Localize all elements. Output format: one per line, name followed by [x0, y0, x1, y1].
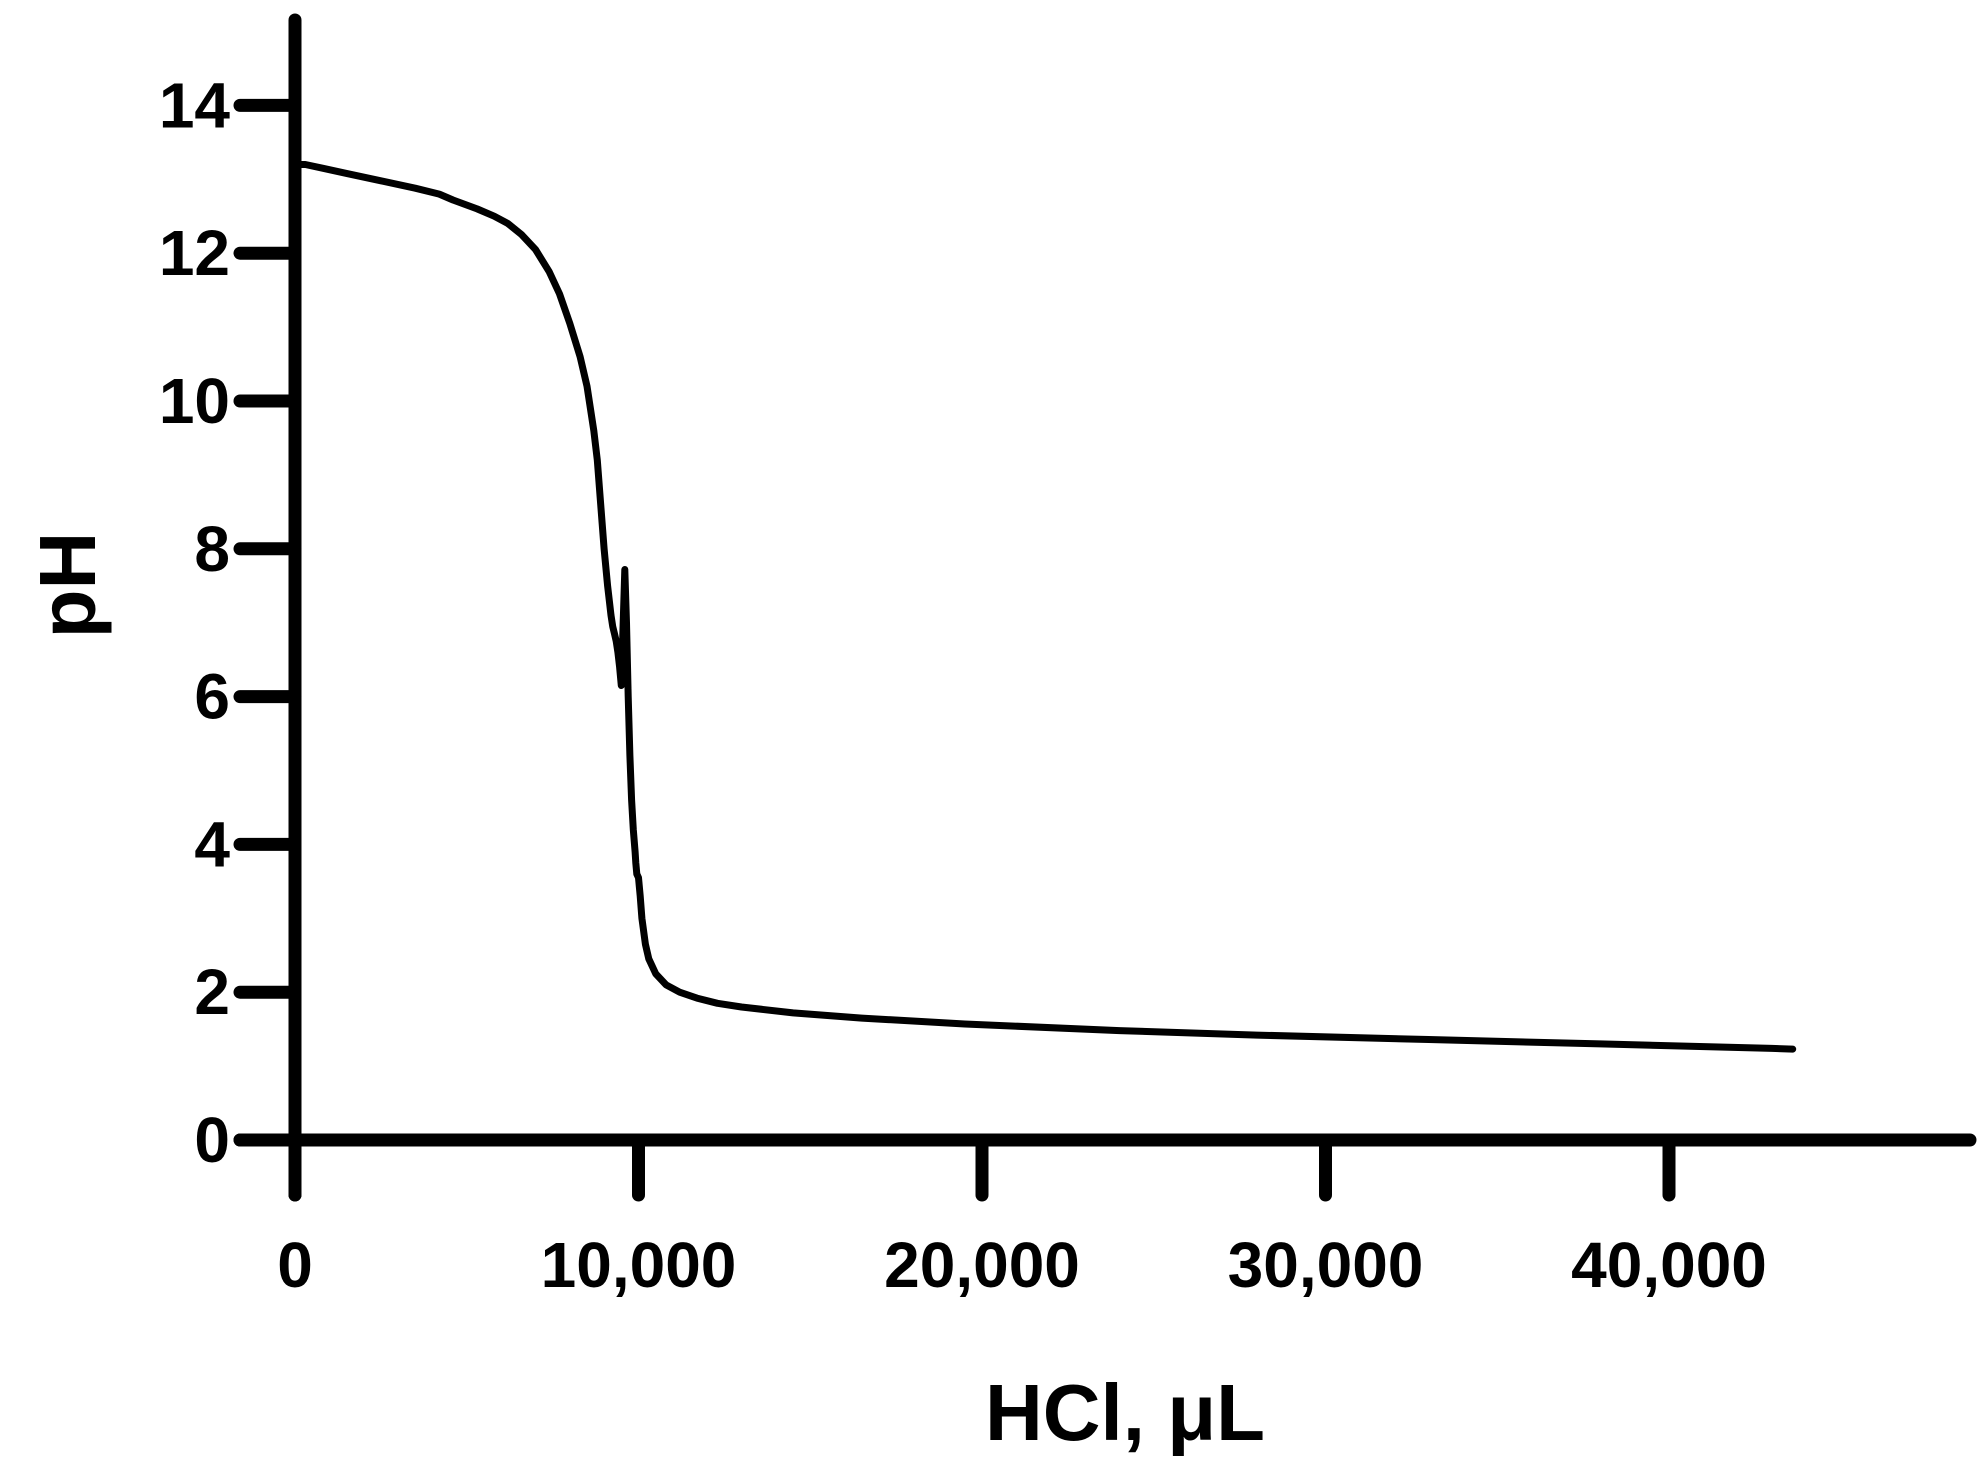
- y-tick-label: 8: [194, 513, 230, 585]
- axes: [233, 13, 1977, 1202]
- x-tick-label: 20,000: [884, 1229, 1080, 1301]
- x-axis-title: HCl, μL: [985, 1368, 1265, 1457]
- x-ticks: [288, 1133, 1676, 1202]
- x-tick-label: 0: [277, 1229, 313, 1301]
- x-tick-label: 10,000: [541, 1229, 737, 1301]
- x-tick-labels: 0 10,000 20,000 30,000 40,000: [277, 1229, 1767, 1301]
- x-tick-label: 30,000: [1228, 1229, 1424, 1301]
- y-axis-title: pH: [23, 532, 112, 639]
- y-tick-label: 14: [159, 69, 231, 141]
- y-tick-label: 4: [194, 808, 230, 880]
- series-group: [291, 161, 1797, 1053]
- series-line-0: [291, 161, 1797, 1053]
- y-tick-label: 2: [194, 956, 230, 1028]
- x-tick-label: 40,000: [1571, 1229, 1767, 1301]
- y-tick-label: 6: [194, 661, 230, 733]
- y-tick-labels: 0 2 4 6 8 10 12 14: [159, 69, 231, 1176]
- y-ticks: [233, 98, 302, 1147]
- y-tick-label: 0: [194, 1104, 230, 1176]
- y-tick-label: 10: [159, 365, 230, 437]
- y-tick-label: 12: [159, 217, 230, 289]
